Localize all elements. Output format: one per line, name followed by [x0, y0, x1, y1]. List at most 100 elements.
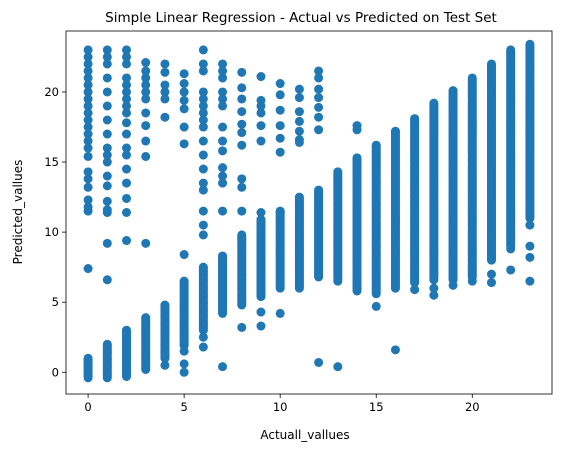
data-point [141, 108, 151, 118]
data-point [218, 101, 228, 111]
data-point [198, 136, 208, 146]
data-point [429, 275, 439, 285]
data-point [237, 119, 247, 129]
data-point [198, 332, 208, 342]
data-point [102, 101, 112, 111]
data-point [218, 362, 228, 372]
data-point [102, 52, 112, 62]
data-point [83, 174, 93, 184]
data-point [122, 94, 132, 104]
data-point [198, 108, 208, 118]
data-point [122, 52, 132, 62]
data-point [102, 129, 112, 139]
data-point [410, 114, 420, 124]
data-point [256, 101, 266, 111]
x-tick-label: 15 [369, 400, 384, 414]
data-point [141, 136, 151, 146]
data-point [314, 185, 324, 195]
x-tick-label: 10 [273, 400, 288, 414]
data-point [160, 87, 170, 97]
data-point [102, 157, 112, 167]
data-point [525, 241, 535, 251]
data-point [179, 346, 189, 356]
data-point [429, 290, 439, 300]
data-point [237, 174, 247, 184]
data-point [237, 182, 247, 192]
data-point [102, 238, 112, 248]
data-point [122, 236, 132, 246]
data-point [160, 360, 170, 370]
data-point [218, 73, 228, 83]
data-point [122, 73, 132, 83]
data-point [256, 72, 266, 82]
data-point [122, 143, 132, 153]
data-point [83, 45, 93, 55]
data-point [102, 87, 112, 97]
data-point [102, 208, 112, 217]
data-point [83, 108, 93, 118]
data-point [179, 276, 189, 286]
data-point [371, 301, 381, 311]
data-point [83, 206, 93, 216]
data-point [506, 45, 516, 55]
data-point [102, 171, 112, 181]
data-point [160, 94, 170, 104]
data-point [179, 367, 189, 377]
data-point [256, 108, 266, 118]
data-point [256, 215, 266, 225]
y-axis: 0 5 10 15 20 [44, 85, 66, 379]
data-point [256, 136, 266, 146]
data-point [122, 150, 132, 160]
y-axis-label: Predicted_vallues [11, 160, 25, 265]
data-point [218, 251, 228, 261]
data-point [160, 67, 170, 77]
data-point [198, 342, 208, 352]
data-point [486, 269, 496, 279]
data-point [314, 125, 324, 135]
data-point [83, 52, 93, 62]
data-point [198, 94, 208, 104]
data-point [122, 101, 132, 111]
data-point [122, 208, 132, 217]
data-point [198, 164, 208, 174]
data-point [237, 140, 247, 150]
data-point [294, 84, 304, 94]
data-point [83, 122, 93, 132]
data-point [429, 283, 439, 293]
data-point [525, 220, 535, 230]
data-point [218, 136, 228, 146]
data-point [525, 39, 535, 49]
data-point [237, 230, 247, 240]
data-point [83, 182, 93, 192]
data-point [218, 206, 228, 216]
data-point [83, 143, 93, 153]
data-point [314, 73, 324, 83]
data-point [275, 79, 285, 89]
data-point [352, 125, 362, 135]
data-point [198, 115, 208, 125]
data-point [83, 115, 93, 125]
data-point [122, 178, 132, 188]
data-point [198, 230, 208, 240]
data-point [314, 93, 324, 103]
data-point [102, 143, 112, 153]
data-point [256, 307, 266, 317]
data-point [218, 171, 228, 181]
data-point [314, 112, 324, 122]
data-point [179, 95, 189, 105]
data-point [314, 102, 324, 112]
data-point [333, 362, 343, 372]
data-point [179, 359, 189, 369]
data-point [314, 357, 324, 367]
data-point [371, 140, 381, 150]
data-point [179, 139, 189, 149]
data-point [275, 308, 285, 318]
data-point [102, 150, 112, 160]
data-point [506, 244, 516, 254]
data-point [237, 128, 247, 138]
data-point [275, 121, 285, 131]
data-point [122, 325, 132, 335]
data-point [122, 45, 132, 55]
data-point [83, 101, 93, 111]
data-point [218, 87, 228, 97]
